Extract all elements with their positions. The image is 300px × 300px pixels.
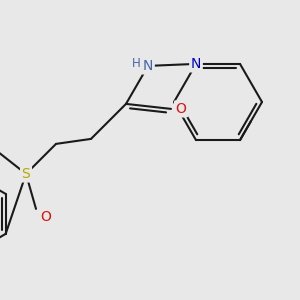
Text: N: N (191, 57, 201, 71)
Text: S: S (22, 167, 30, 181)
Text: N: N (143, 59, 153, 73)
Text: O: O (40, 210, 51, 224)
Text: O: O (176, 102, 186, 116)
Text: H: H (132, 57, 140, 70)
